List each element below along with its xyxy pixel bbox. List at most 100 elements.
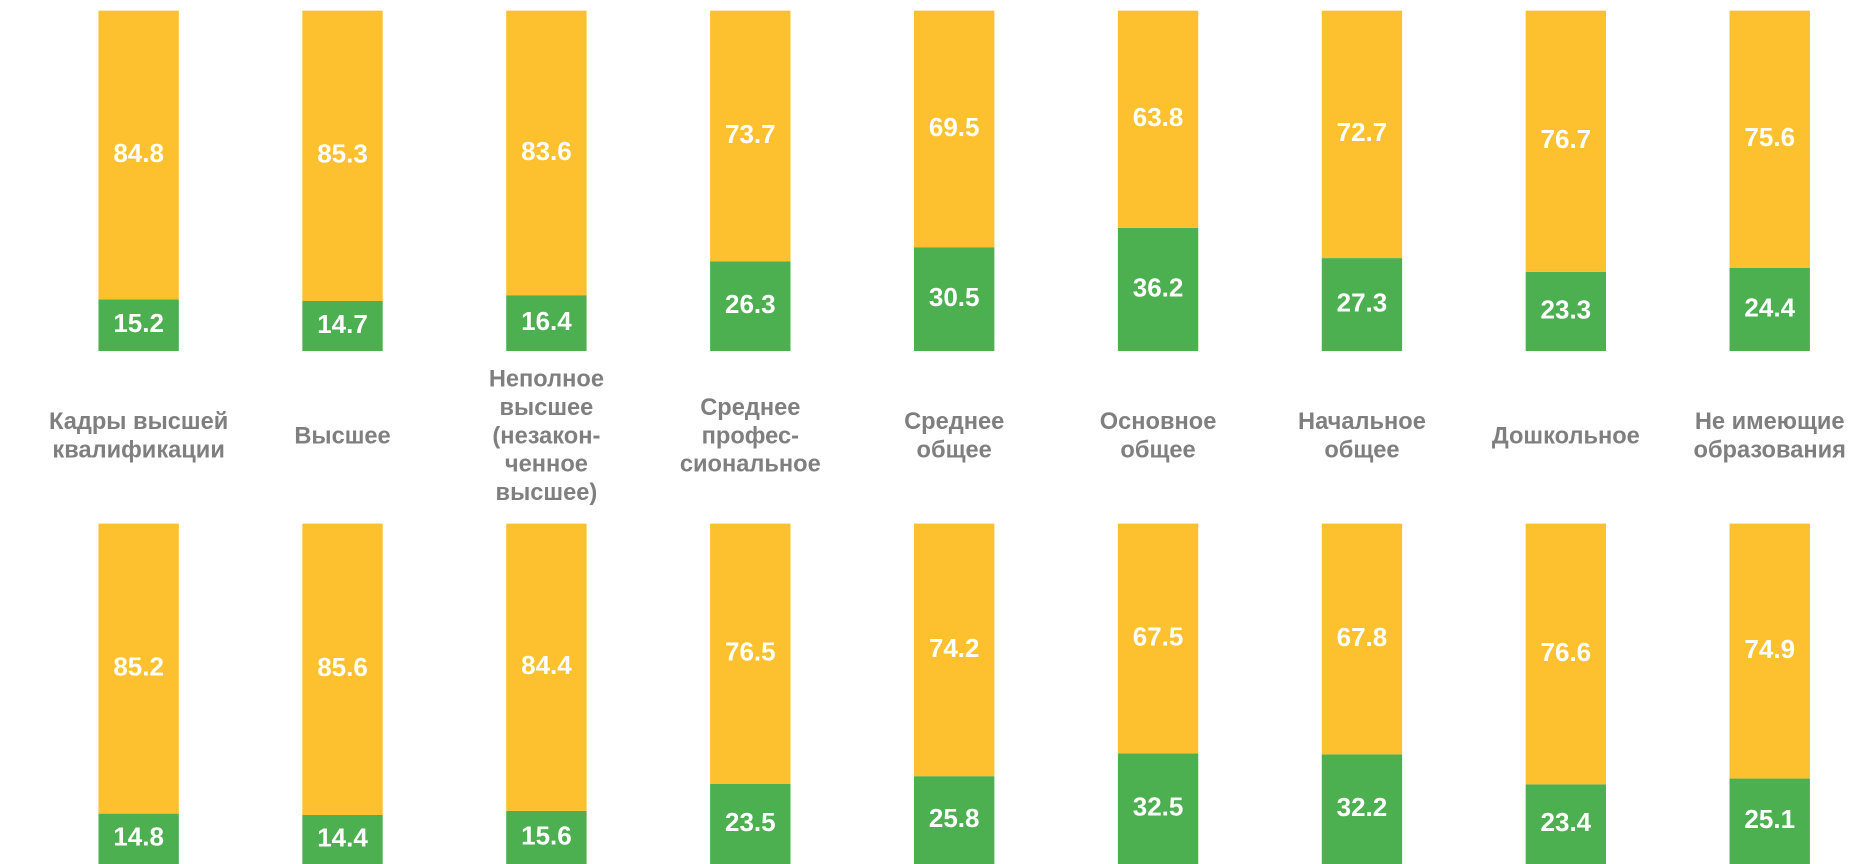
bar-segment [1321, 754, 1403, 864]
bar-segment [1525, 271, 1607, 352]
bar-segment [1729, 10, 1810, 268]
bar-segment [913, 523, 995, 777]
data-label: 76.5 [725, 637, 776, 667]
category-line: ченное [505, 452, 588, 478]
data-label: 23.5 [725, 807, 776, 837]
bar-segment [1729, 778, 1810, 864]
bar-segment [710, 523, 791, 785]
bar-segment [1117, 10, 1199, 228]
data-label: 16.4 [521, 306, 572, 336]
bar-segment [1525, 10, 1607, 272]
bar-segment [913, 776, 995, 864]
category-line: Высшее [294, 424, 390, 450]
data-label: 83.6 [521, 136, 572, 166]
category-line: сиональное [680, 452, 821, 478]
data-label: 84.4 [521, 650, 572, 680]
data-label: 30.5 [929, 282, 980, 312]
bar-segment [710, 261, 791, 352]
data-label: 25.8 [929, 803, 980, 833]
bar-segment [302, 10, 383, 301]
bar-segment [98, 523, 179, 814]
bar-segment [1525, 523, 1607, 785]
data-label: 32.2 [1337, 792, 1388, 822]
data-label: 15.6 [521, 820, 572, 850]
data-label: 23.4 [1541, 807, 1592, 837]
data-label: 75.6 [1744, 122, 1795, 152]
data-label: 32.5 [1133, 792, 1184, 822]
bar-segment [506, 295, 587, 352]
category-line: квалификации [52, 438, 224, 464]
data-label: 85.6 [317, 652, 368, 682]
data-label: 15.2 [113, 308, 164, 338]
bar-segment [302, 814, 383, 864]
data-label: 69.5 [929, 112, 980, 142]
data-label: 63.8 [1133, 102, 1184, 132]
data-label: 84.8 [113, 138, 164, 168]
category-label: Кадры высшей квалификации [49, 409, 228, 463]
category-line: Не имеющие [1695, 409, 1845, 435]
category-line: Основное [1100, 409, 1217, 435]
category-label: Среднее профес-сиональное [680, 395, 821, 478]
data-label: 73.7 [725, 119, 776, 149]
bar-segment [710, 784, 791, 864]
category-label: Неполное высшее (незакон-ченное высшее) [489, 367, 604, 506]
category-line: высшее) [496, 480, 598, 506]
category-label: Не имеющие образования [1694, 409, 1846, 463]
bar-segment [1321, 523, 1403, 755]
bar-segment [506, 10, 587, 296]
data-label: 24.4 [1744, 292, 1795, 322]
bar-segment [98, 299, 179, 352]
data-label: 76.6 [1541, 637, 1592, 667]
data-label: 85.3 [317, 139, 368, 169]
bar-segment [913, 10, 995, 248]
category-label: Среднее общее [904, 409, 1004, 463]
bar-segment [1729, 523, 1810, 779]
category-label: Дошкольное [1492, 424, 1640, 450]
category-line: Начальное [1298, 409, 1426, 435]
bar-segment [1117, 753, 1199, 864]
data-label: 25.1 [1744, 804, 1795, 834]
category-label: Начальное общее [1298, 409, 1426, 463]
category-line: Среднее [904, 409, 1004, 435]
category-label: Высшее [294, 424, 390, 450]
data-label: 27.3 [1337, 287, 1388, 317]
data-label: 14.7 [317, 309, 368, 339]
bar-segment [506, 523, 587, 811]
data-label: 26.3 [725, 289, 776, 319]
bar-segment [1321, 10, 1403, 259]
data-label: 76.7 [1541, 124, 1592, 154]
bar-segment [302, 300, 383, 352]
bar-segment [913, 247, 995, 352]
category-line: Дошкольное [1492, 424, 1640, 450]
data-label: 67.5 [1133, 621, 1184, 651]
bar-segment [1729, 267, 1810, 352]
category-line: профес- [702, 424, 799, 450]
data-label: 36.2 [1133, 272, 1184, 302]
category-label: Основное общее [1100, 409, 1217, 463]
category-line: общее [1324, 438, 1399, 464]
bar-segment [302, 523, 383, 815]
data-label: 23.3 [1541, 294, 1592, 324]
category-line: Неполное [489, 367, 604, 393]
data-label: 74.9 [1744, 634, 1795, 664]
data-label: 72.7 [1337, 117, 1388, 147]
data-label: 74.2 [929, 633, 980, 663]
bar-segment [98, 10, 179, 300]
data-label: 14.4 [317, 822, 368, 852]
data-label: 85.2 [113, 651, 164, 681]
category-line: общее [1120, 438, 1195, 464]
bar-segment [506, 810, 587, 864]
category-line: (незакон- [492, 424, 600, 450]
category-line: образования [1694, 438, 1846, 464]
bar-segment [1525, 784, 1607, 864]
bar-segment [98, 813, 179, 864]
bar-segment [1117, 523, 1199, 754]
bar-segment [1321, 258, 1403, 352]
category-line: общее [917, 438, 992, 464]
data-label: 67.8 [1337, 622, 1388, 652]
category-line: высшее [500, 395, 594, 421]
bar-segment [1117, 227, 1199, 352]
data-label: 14.8 [113, 822, 164, 852]
category-line: Среднее [700, 395, 800, 421]
